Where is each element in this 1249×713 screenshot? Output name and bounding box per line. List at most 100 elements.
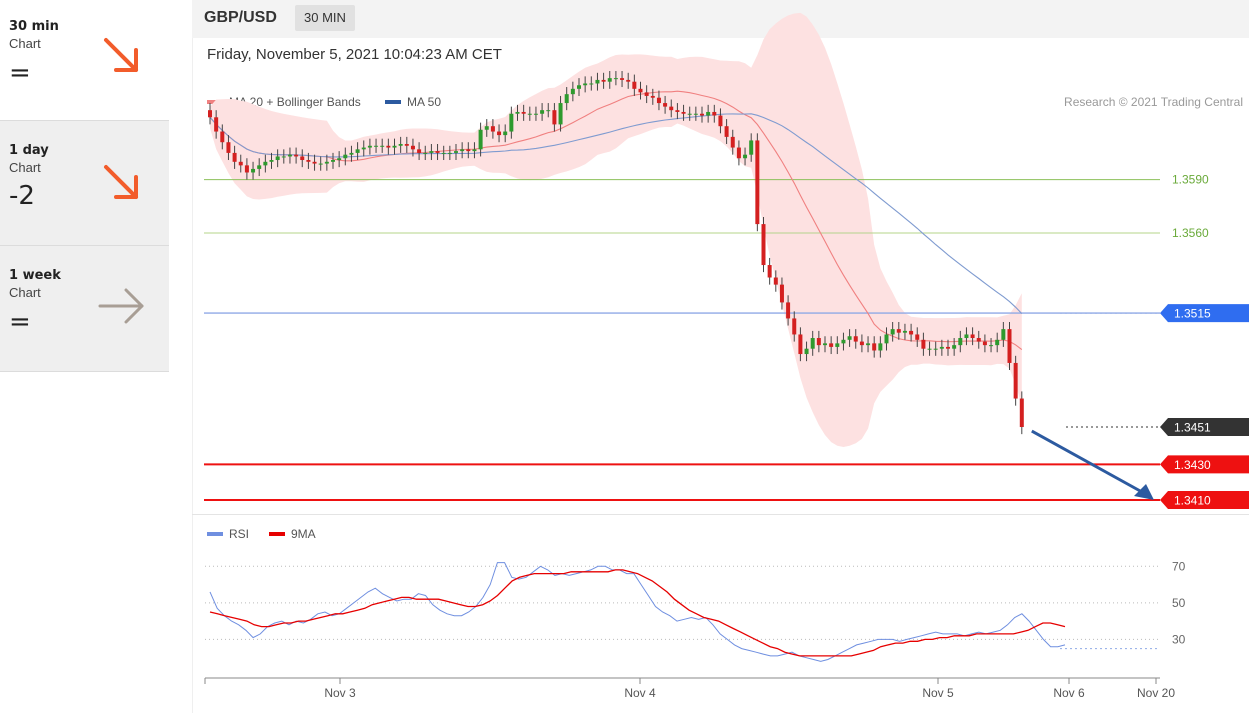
candle-body xyxy=(355,149,360,153)
candle-body xyxy=(835,343,840,347)
candle-body xyxy=(380,145,385,147)
score-value: = xyxy=(9,307,31,337)
period-label: 30 min xyxy=(9,19,59,34)
candle-body xyxy=(417,149,422,153)
candle-body xyxy=(533,113,538,115)
candle-body xyxy=(490,126,495,132)
outlook-1day[interactable]: 1 day Chart -2 xyxy=(0,120,169,245)
down-right-arrow-icon xyxy=(104,165,138,199)
candle-body xyxy=(989,345,994,347)
candle-body xyxy=(773,277,778,285)
candle-body xyxy=(1019,398,1024,428)
legend-ma50: MA 50 xyxy=(385,95,441,109)
candle-body xyxy=(656,97,661,104)
price-tag-1.3515 xyxy=(1160,304,1249,323)
candle-body xyxy=(324,161,329,164)
candle-body xyxy=(232,152,237,162)
candle-body xyxy=(367,145,372,148)
candle-body xyxy=(484,126,489,130)
x-tick-label: Nov 6 xyxy=(1053,686,1085,700)
projection-arrow-line xyxy=(1031,429,1143,494)
right-arrow-icon xyxy=(98,288,144,324)
down-right-arrow-icon xyxy=(104,38,138,72)
candle-body xyxy=(361,147,366,150)
candle-body xyxy=(896,329,901,333)
candle-body xyxy=(700,113,704,116)
rsi-swatch xyxy=(207,531,223,536)
legend-rsi: RSI xyxy=(207,527,249,541)
price-tag-text-1.3430: 1.3430 xyxy=(1174,458,1211,472)
candle-body xyxy=(976,338,981,342)
candle-body xyxy=(841,339,846,344)
candle-body xyxy=(927,348,932,350)
candle-body xyxy=(287,154,292,157)
candle-body xyxy=(312,161,317,164)
x-tick-label: Nov 4 xyxy=(624,686,656,700)
chart-header: GBP/USD 30 MIN xyxy=(192,0,1249,38)
outlook-30min[interactable]: 30 min Chart = xyxy=(0,0,169,124)
candle-body xyxy=(435,151,440,153)
candle-body xyxy=(767,265,772,278)
outlook-1week[interactable]: 1 week Chart = xyxy=(0,245,169,372)
score-value: = xyxy=(9,58,31,88)
price-tag-text-1.3410: 1.3410 xyxy=(1174,494,1211,508)
period-label: 1 day xyxy=(9,143,49,158)
legend-rsi-label: RSI xyxy=(229,527,250,541)
price-tag-1.3430 xyxy=(1160,455,1249,474)
candle-body xyxy=(687,113,692,115)
candle-body xyxy=(454,151,458,153)
candle-body xyxy=(792,318,797,335)
candle-body xyxy=(681,111,686,114)
rsi-tick-label: 30 xyxy=(1172,632,1186,646)
candle-body xyxy=(755,140,760,225)
candle-body xyxy=(779,284,784,303)
candle-body xyxy=(337,158,342,161)
candle-body xyxy=(447,152,452,154)
candle-body xyxy=(275,156,280,161)
candle-body xyxy=(730,136,735,148)
level-label-1.3560: 1.3560 xyxy=(1172,226,1209,240)
candle-body xyxy=(866,343,871,346)
candle-body xyxy=(718,115,723,127)
candle-body xyxy=(798,334,803,355)
candle-body xyxy=(460,149,465,152)
candle-body xyxy=(423,152,428,154)
candle-body xyxy=(583,83,588,86)
candle-body xyxy=(921,339,926,349)
price-tag-1.3410 xyxy=(1160,491,1249,509)
period-label: 1 week xyxy=(9,268,61,283)
candle-body xyxy=(589,83,594,85)
candle-body xyxy=(749,140,754,155)
legend-9ma: 9MA xyxy=(269,527,316,541)
timeframe-badge[interactable]: 30 MIN xyxy=(295,5,355,31)
candle-body xyxy=(552,110,557,125)
candle-body xyxy=(472,149,477,152)
candle-body xyxy=(823,343,827,346)
rsi-series-RSI xyxy=(209,562,1066,662)
candle-body xyxy=(952,345,957,349)
candle-body xyxy=(970,334,975,339)
candle-body xyxy=(669,106,674,111)
symbol-title: GBP/USD xyxy=(204,9,277,26)
candle-body xyxy=(909,330,914,335)
price-tag-text-1.3515: 1.3515 xyxy=(1174,307,1211,321)
candle-body xyxy=(1001,329,1006,340)
candle-body xyxy=(429,151,434,153)
candle-body xyxy=(269,160,274,162)
candle-body xyxy=(829,343,834,347)
candle-body xyxy=(706,111,711,116)
candle-body xyxy=(632,81,637,89)
candle-body xyxy=(343,154,348,159)
copyright-text: Research © 2021 Trading Central xyxy=(1064,95,1243,109)
candle-body xyxy=(404,144,409,146)
candle-body xyxy=(410,145,415,150)
panel-divider xyxy=(192,514,1249,515)
chart-label: Chart xyxy=(9,285,41,300)
rsi-tick-label: 50 xyxy=(1172,596,1186,610)
candle-body xyxy=(509,113,514,132)
candle-body xyxy=(208,110,212,118)
candle-body xyxy=(306,160,311,162)
outlook-sidebar: 30 min Chart = 1 day Chart -2 1 week Cha… xyxy=(0,0,169,372)
rsi-tick-label: 70 xyxy=(1172,559,1186,573)
candle-body xyxy=(946,346,950,349)
